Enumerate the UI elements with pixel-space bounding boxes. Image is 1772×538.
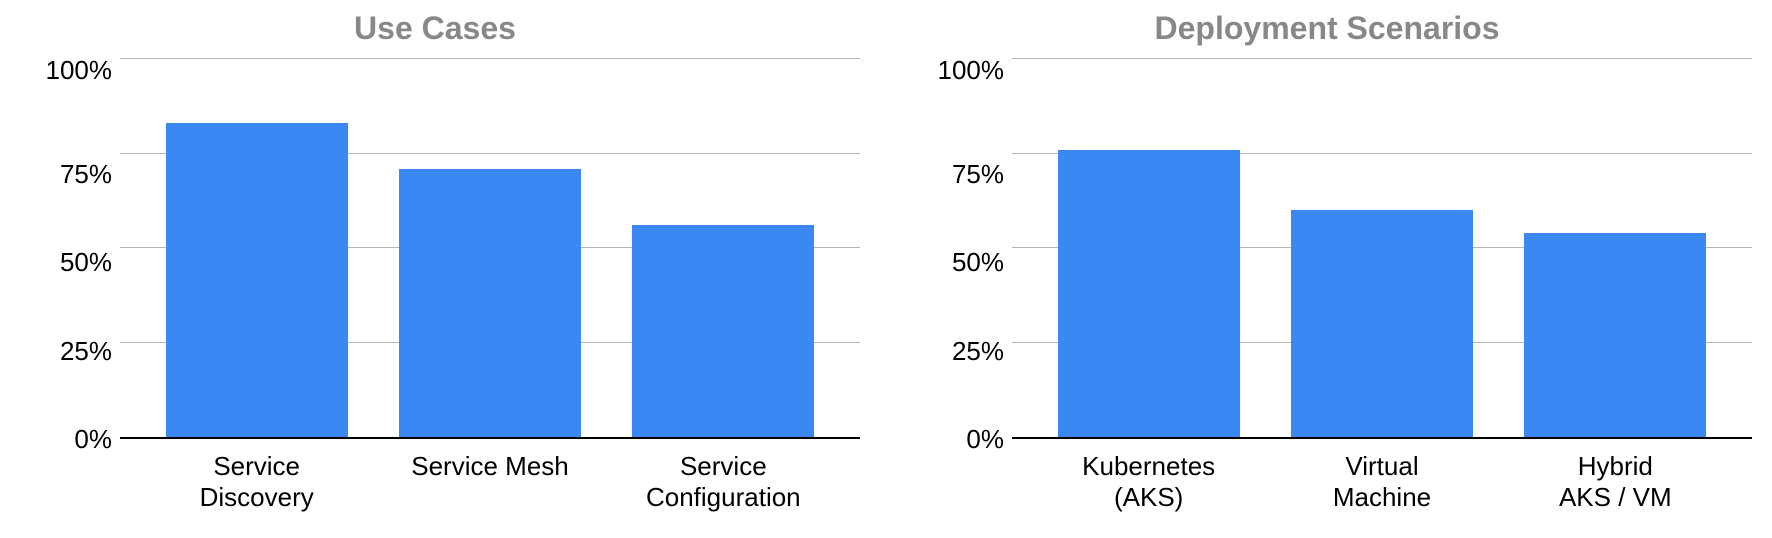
y-tick: 0%: [74, 426, 112, 452]
y-tick: 25%: [952, 338, 1004, 364]
chart-body: 100% 75% 50% 25% 0%: [902, 59, 1752, 439]
bar-slot: [1499, 59, 1732, 437]
bar-slot: [140, 59, 373, 437]
bar-slot: [607, 59, 840, 437]
use-cases-chart: Use Cases 100% 75% 50% 25% 0%: [10, 10, 860, 528]
x-axis: Service Discovery Service Mesh Service C…: [10, 451, 860, 513]
bar-service-discovery: [166, 123, 348, 437]
chart-body: 100% 75% 50% 25% 0%: [10, 59, 860, 439]
y-tick: 75%: [952, 161, 1004, 187]
y-tick: 100%: [938, 57, 1005, 83]
bar-virtual-machine: [1291, 210, 1473, 437]
y-tick: 25%: [60, 338, 112, 364]
chart-title: Deployment Scenarios: [1155, 10, 1500, 47]
bar-service-configuration: [632, 225, 814, 437]
y-tick: 100%: [46, 57, 113, 83]
x-label: Service Mesh: [373, 451, 606, 513]
x-label: Service Discovery: [140, 451, 373, 513]
y-tick: 0%: [966, 426, 1004, 452]
plot-area: [1012, 59, 1752, 439]
plot-area: [120, 59, 860, 439]
bar-slot: [1032, 59, 1265, 437]
x-label: Hybrid AKS / VM: [1499, 451, 1732, 513]
bars-row: [1012, 59, 1752, 437]
x-label: Virtual Machine: [1265, 451, 1498, 513]
x-label: Kubernetes (AKS): [1032, 451, 1265, 513]
bar-slot: [373, 59, 606, 437]
deployment-scenarios-chart: Deployment Scenarios 100% 75% 50% 25% 0%: [902, 10, 1752, 528]
y-tick: 50%: [60, 249, 112, 275]
bar-hybrid-aks-vm: [1524, 233, 1706, 437]
x-axis: Kubernetes (AKS) Virtual Machine Hybrid …: [902, 451, 1752, 513]
chart-title: Use Cases: [354, 10, 516, 47]
bar-kubernetes-aks: [1058, 150, 1240, 437]
bar-slot: [1265, 59, 1498, 437]
y-tick: 50%: [952, 249, 1004, 275]
y-tick: 75%: [60, 161, 112, 187]
y-axis: 100% 75% 50% 25% 0%: [10, 59, 120, 439]
bars-row: [120, 59, 860, 437]
bar-service-mesh: [399, 169, 581, 437]
x-label: Service Configuration: [607, 451, 840, 513]
y-axis: 100% 75% 50% 25% 0%: [902, 59, 1012, 439]
